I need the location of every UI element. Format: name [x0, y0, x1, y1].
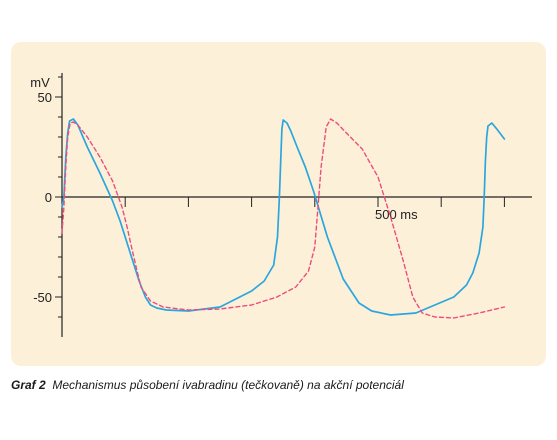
chart-tick-labels: 50 0 -50 mV 500 ms — [30, 75, 418, 305]
chart-ticks — [55, 76, 505, 318]
x-annotation-label: 500 ms — [375, 207, 418, 222]
chart-axes — [61, 73, 532, 337]
figure-caption: Graf 2 Mechanismus působení ivabradinu (… — [11, 378, 404, 392]
series-line-dotted — [61, 118, 506, 319]
figure-caption-text: Mechanismus působení ivabradinu (tečkova… — [52, 378, 404, 392]
y-tick-label: 0 — [45, 190, 52, 205]
series-line-solid — [61, 118, 506, 316]
chart-series — [61, 118, 506, 319]
y-tick-label: 50 — [38, 90, 52, 105]
figure-caption-label: Graf 2 — [11, 378, 46, 392]
y-axis-label: mV — [30, 75, 50, 90]
y-tick-label: -50 — [33, 290, 52, 305]
